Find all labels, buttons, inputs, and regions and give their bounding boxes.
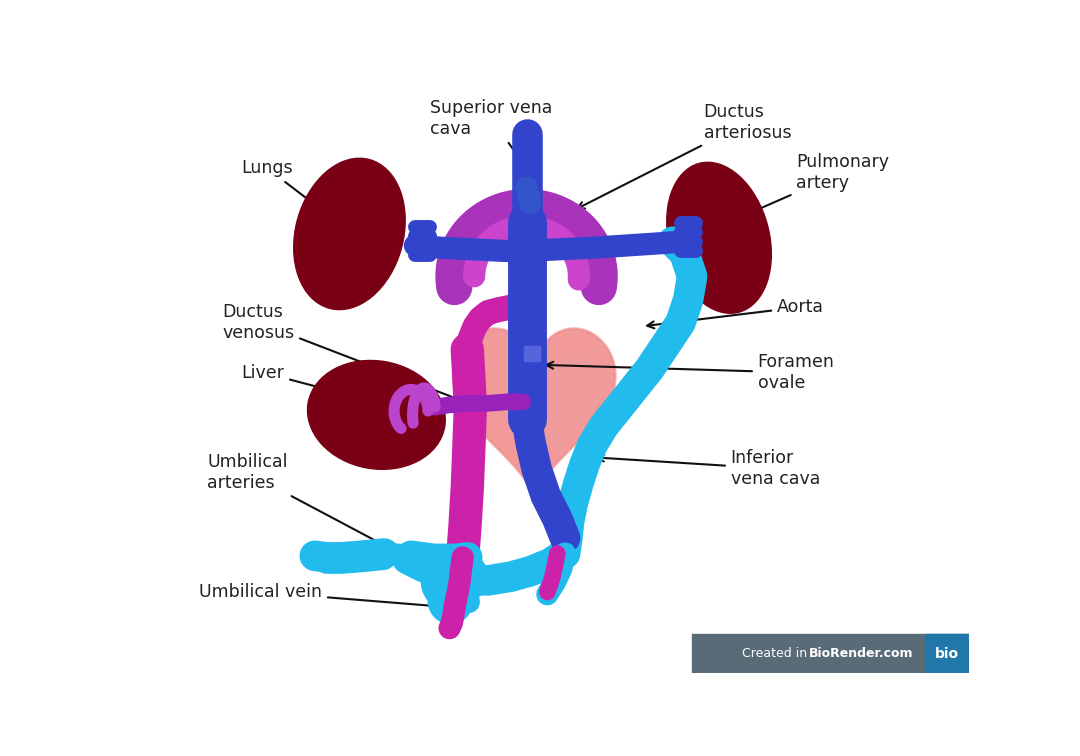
Text: Ductus
arteriosus: Ductus arteriosus	[578, 103, 792, 209]
Text: Umbilical vein: Umbilical vein	[200, 583, 447, 610]
Bar	[524, 345, 540, 361]
Text: Inferior
vena cava: Inferior vena cava	[597, 449, 820, 488]
Ellipse shape	[308, 361, 445, 469]
Text: Umbilical
arteries: Umbilical arteries	[207, 454, 449, 580]
FancyBboxPatch shape	[522, 345, 543, 379]
Text: Liver: Liver	[242, 364, 376, 404]
Text: Superior vena
cava: Superior vena cava	[430, 99, 553, 164]
Text: Pulmonary
artery: Pulmonary artery	[689, 153, 889, 240]
Text: Created in: Created in	[742, 647, 811, 660]
Ellipse shape	[666, 163, 771, 313]
FancyBboxPatch shape	[924, 634, 970, 673]
Text: Foramen
ovale: Foramen ovale	[546, 353, 835, 392]
FancyBboxPatch shape	[692, 634, 970, 673]
Polygon shape	[510, 353, 605, 456]
Ellipse shape	[294, 158, 405, 310]
Text: bio: bio	[935, 646, 959, 661]
Text: Ductus
venosus: Ductus venosus	[222, 303, 464, 402]
Text: BioRender.com: BioRender.com	[809, 647, 914, 660]
Polygon shape	[454, 329, 616, 500]
Text: Lungs: Lungs	[242, 160, 349, 231]
Text: Aorta: Aorta	[647, 298, 824, 328]
